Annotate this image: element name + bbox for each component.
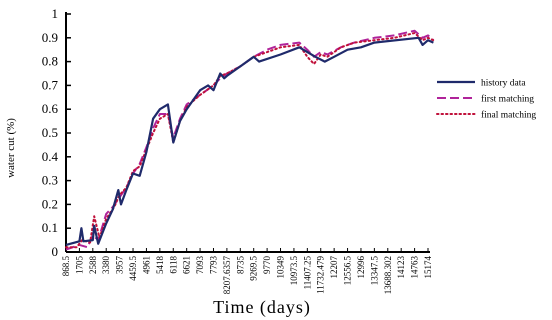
legend-label: first matching xyxy=(481,94,534,105)
y-tick-label: 0.5 xyxy=(42,125,58,140)
x-axis: 868.5 1705 2588 3380 3957 4459.5 4961 5418 6118 6… xyxy=(61,248,433,294)
x-tick-label: 13347.5 xyxy=(369,256,379,286)
x-tick-label: 12207 xyxy=(329,256,339,279)
legend-label: final matching xyxy=(481,110,536,121)
x-tick-label: 6118 xyxy=(168,256,178,274)
x-tick-label: 12556.5 xyxy=(343,256,353,286)
y-tick-label: 0.8 xyxy=(42,54,58,69)
x-tick-label: 4961 xyxy=(141,256,151,274)
x-tick-label: 6621 xyxy=(182,256,192,274)
legend-label: history data xyxy=(481,79,526,89)
x-tick-label: 4459.5 xyxy=(128,256,138,281)
x-tick-label: 14123 xyxy=(396,256,406,279)
x-tick-label: 2588 xyxy=(88,256,98,275)
x-tick-label: 1705 xyxy=(74,256,84,275)
x-tick-label: 11732.479 xyxy=(316,256,326,294)
series-line-final-matching xyxy=(65,32,435,249)
legend: history data first matching final matching xyxy=(436,79,536,121)
y-tick-label: 0.9 xyxy=(42,30,58,45)
x-tick-label: 3380 xyxy=(101,256,111,275)
x-tick-label: 868.5 xyxy=(61,256,71,277)
y-tick-label: 0.3 xyxy=(42,173,58,188)
x-axis-label: Time (days) xyxy=(213,297,311,318)
x-tick-label: 7793 xyxy=(208,256,218,275)
y-tick-label: 1 xyxy=(52,6,59,21)
x-tick-label: 7093 xyxy=(195,256,205,275)
y-tick-label: 0 xyxy=(52,244,59,259)
x-tick-label: 3957 xyxy=(115,256,125,275)
x-tick-label: 14763 xyxy=(410,256,420,279)
x-tick-label: 8207.6357 xyxy=(222,256,232,295)
y-tick-label: 0.1 xyxy=(42,220,58,235)
y-tick-label: 0.6 xyxy=(42,101,59,116)
y-tick-label: 0.4 xyxy=(42,149,59,164)
x-tick-label: 12996 xyxy=(356,256,366,279)
x-tick-label: 9770 xyxy=(262,256,272,275)
x-tick-label: 9269.5 xyxy=(249,256,259,281)
x-tick-label: 5418 xyxy=(155,256,165,275)
x-tick-label: 8735 xyxy=(235,256,245,275)
x-tick-label: 13688.302 xyxy=(383,256,393,294)
y-tick-label: 0.2 xyxy=(42,196,58,211)
y-tick-label: 0.7 xyxy=(42,77,59,92)
x-tick-label: 15174 xyxy=(423,256,433,279)
x-tick-label: 10973.5 xyxy=(289,256,299,286)
y-axis-label: water cut (%) xyxy=(5,118,17,178)
series-layer xyxy=(65,29,435,251)
y-axis: 0 0.1 0.2 0.3 0.4 0.5 0.6 0.7 0.8 0.9 1 xyxy=(42,6,71,259)
x-tick-label: 11407.25 xyxy=(302,256,312,290)
x-tick-label: 10349 xyxy=(276,256,286,279)
series-line-history-data xyxy=(65,36,434,246)
series-line-first-matching xyxy=(65,29,435,251)
